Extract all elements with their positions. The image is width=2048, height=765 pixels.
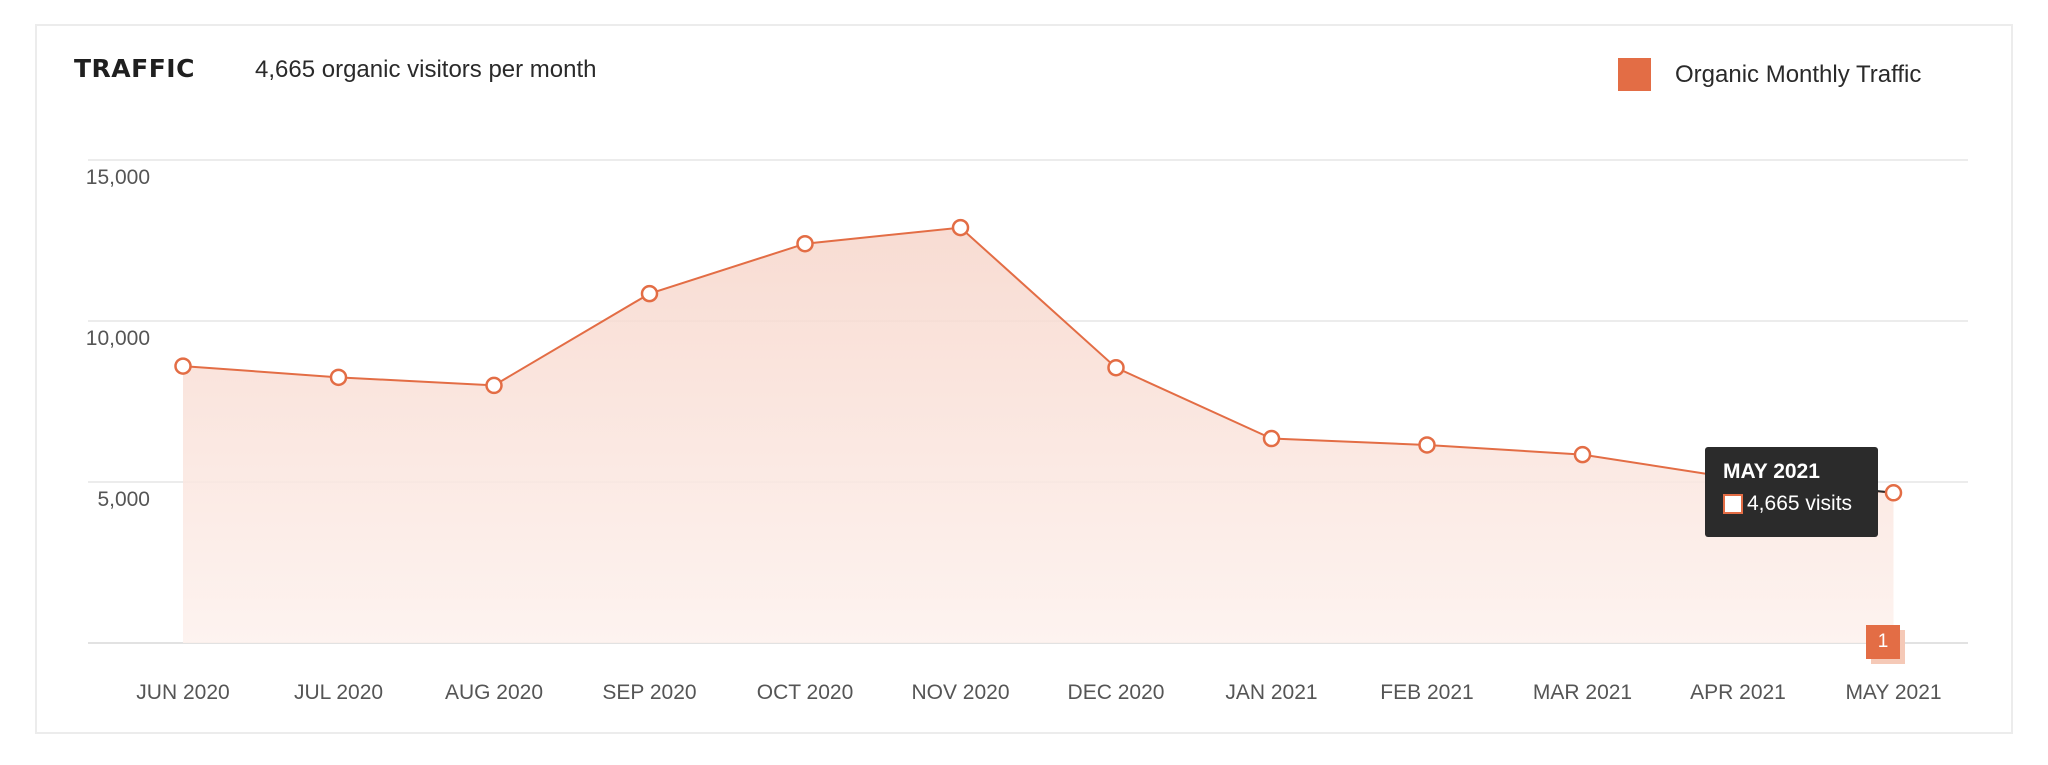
tooltip-value: 4,665 visits [1747,492,1853,515]
data-point[interactable] [951,218,970,237]
tooltip-row: 4,665 visits [1723,492,1860,516]
x-tick-label: JUN 2020 [136,681,229,704]
x-tick-label: MAR 2021 [1533,681,1632,704]
x-tick-label: APR 2021 [1690,681,1786,704]
series-line [182,226,1894,494]
annotation-badge[interactable]: 1 [1866,625,1900,659]
x-tick-label: AUG 2020 [445,681,543,704]
data-point[interactable] [796,234,814,253]
data-point[interactable] [1573,445,1592,464]
data-point[interactable] [174,357,192,375]
y-tick-label: 5,000 [97,488,150,511]
tooltip-swatch [1723,494,1743,514]
tooltip: MAY 2021 4,665 visits [1705,447,1878,537]
x-tick-label: FEB 2021 [1380,681,1473,704]
data-point[interactable] [1262,429,1281,448]
y-tick-label: 10,000 [86,327,150,350]
x-tick-label: NOV 2020 [911,681,1009,704]
legend-label: Organic Monthly Traffic [1675,60,1922,88]
x-tick-label: DEC 2020 [1068,681,1165,704]
x-tick-label: JAN 2021 [1225,681,1317,704]
data-point[interactable] [640,284,659,303]
chart-subtitle: 4,665 organic visitors per month [255,56,597,83]
data-point[interactable] [1418,436,1436,454]
series-area [183,227,1894,643]
tooltip-title: MAY 2021 [1723,460,1820,483]
chart-title: TRAFFIC [74,54,195,83]
data-point[interactable] [329,368,348,387]
y-tick-label: 15,000 [86,166,150,189]
x-tick-label: JUL 2020 [294,681,383,704]
data-point[interactable] [485,376,503,395]
legend-swatch [1618,58,1651,91]
x-tick-label: SEP 2020 [602,681,696,704]
data-point[interactable] [1884,484,1903,502]
x-tick-label: OCT 2020 [757,681,854,704]
x-tick-label: MAY 2021 [1845,681,1941,704]
legend[interactable]: Organic Monthly Traffic [1618,58,1921,91]
data-point[interactable] [1107,358,1125,377]
